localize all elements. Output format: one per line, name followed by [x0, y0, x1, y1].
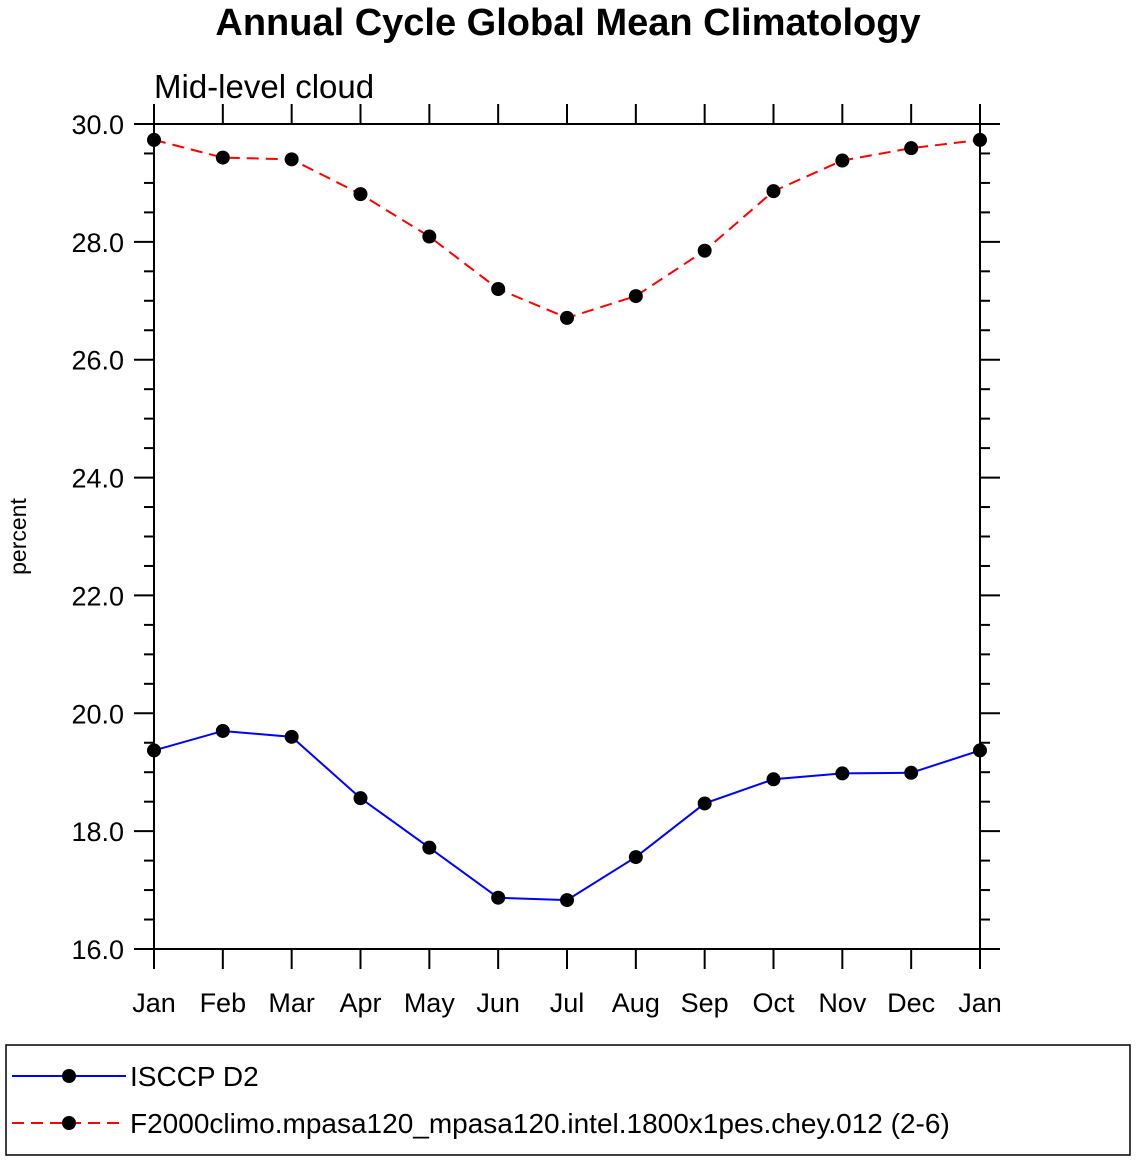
- axis-ticks: 16.0 18.0 20.0 22.0 24.0 26.0 28.0 30.0 Jan Feb Ma…: [71, 104, 1002, 1018]
- legend: ISCCP D2 F2000climo.mpasa120_mpasa120.int…: [5, 1044, 1131, 1156]
- x-tick-label: Apr: [339, 988, 381, 1018]
- x-tick-label: Sep: [681, 988, 729, 1018]
- data-point: [560, 310, 574, 325]
- chart-title: Annual Cycle Global Mean Climatology: [215, 2, 920, 44]
- data-point: [491, 282, 506, 296]
- x-tick-label: Mar: [268, 988, 315, 1018]
- data-point: [422, 840, 437, 855]
- data-point: [766, 772, 781, 787]
- y-tick-label: 30.0: [71, 110, 124, 140]
- series-1: [147, 723, 987, 908]
- y-tick-label: 22.0: [71, 581, 124, 611]
- data-point: [628, 289, 643, 304]
- series-2: [147, 132, 987, 325]
- data-point: [973, 743, 987, 758]
- y-tick-label: 28.0: [71, 228, 124, 258]
- data-point: [766, 184, 781, 199]
- series-line: [153, 138, 981, 319]
- x-tick-label: Jun: [476, 988, 520, 1018]
- y-axis-label: percent: [5, 498, 31, 575]
- data-point: [215, 723, 230, 738]
- y-tick-label: 26.0: [71, 346, 124, 376]
- data-point: [904, 765, 919, 780]
- data-point: [697, 796, 712, 811]
- data-point: [147, 743, 161, 758]
- y-tick-label: 24.0: [71, 464, 124, 494]
- y-tick-label: 20.0: [71, 699, 124, 729]
- data-point: [835, 766, 850, 781]
- legend-label: F2000climo.mpasa120_mpasa120.intel.1800x…: [130, 1108, 950, 1139]
- chart-subtitle: Mid-level cloud: [154, 68, 374, 105]
- data-point: [904, 141, 919, 156]
- data-point: [284, 729, 299, 744]
- data-point: [973, 132, 987, 147]
- data-point: [422, 229, 437, 244]
- legend-box: [5, 1044, 1131, 1156]
- x-tick-label: Jul: [550, 988, 585, 1018]
- x-tick-label: May: [404, 988, 456, 1018]
- legend-label: ISCCP D2: [130, 1061, 259, 1092]
- series-line: [153, 729, 981, 902]
- data-point: [147, 132, 161, 147]
- data-point: [491, 890, 506, 905]
- data-point: [284, 152, 299, 167]
- y-tick-label: 18.0: [71, 817, 124, 847]
- x-tick-label: Jan: [958, 988, 1002, 1018]
- series-layer: [147, 132, 987, 908]
- legend-marker: [62, 1069, 76, 1083]
- x-tick-label: Feb: [200, 988, 247, 1018]
- x-tick-label: Oct: [752, 988, 795, 1018]
- data-point: [628, 850, 643, 865]
- data-point: [835, 153, 850, 168]
- data-point: [353, 791, 368, 806]
- legend-marker: [62, 1116, 76, 1130]
- x-tick-label: Jan: [132, 988, 176, 1018]
- x-tick-label: Dec: [887, 988, 935, 1018]
- data-point: [215, 150, 230, 165]
- data-point: [353, 187, 368, 202]
- x-tick-label: Aug: [612, 988, 660, 1018]
- data-point: [697, 243, 712, 258]
- data-point: [560, 893, 574, 908]
- plot-frame: [153, 123, 981, 950]
- y-tick-label: 16.0: [71, 935, 124, 965]
- x-tick-label: Nov: [818, 988, 867, 1018]
